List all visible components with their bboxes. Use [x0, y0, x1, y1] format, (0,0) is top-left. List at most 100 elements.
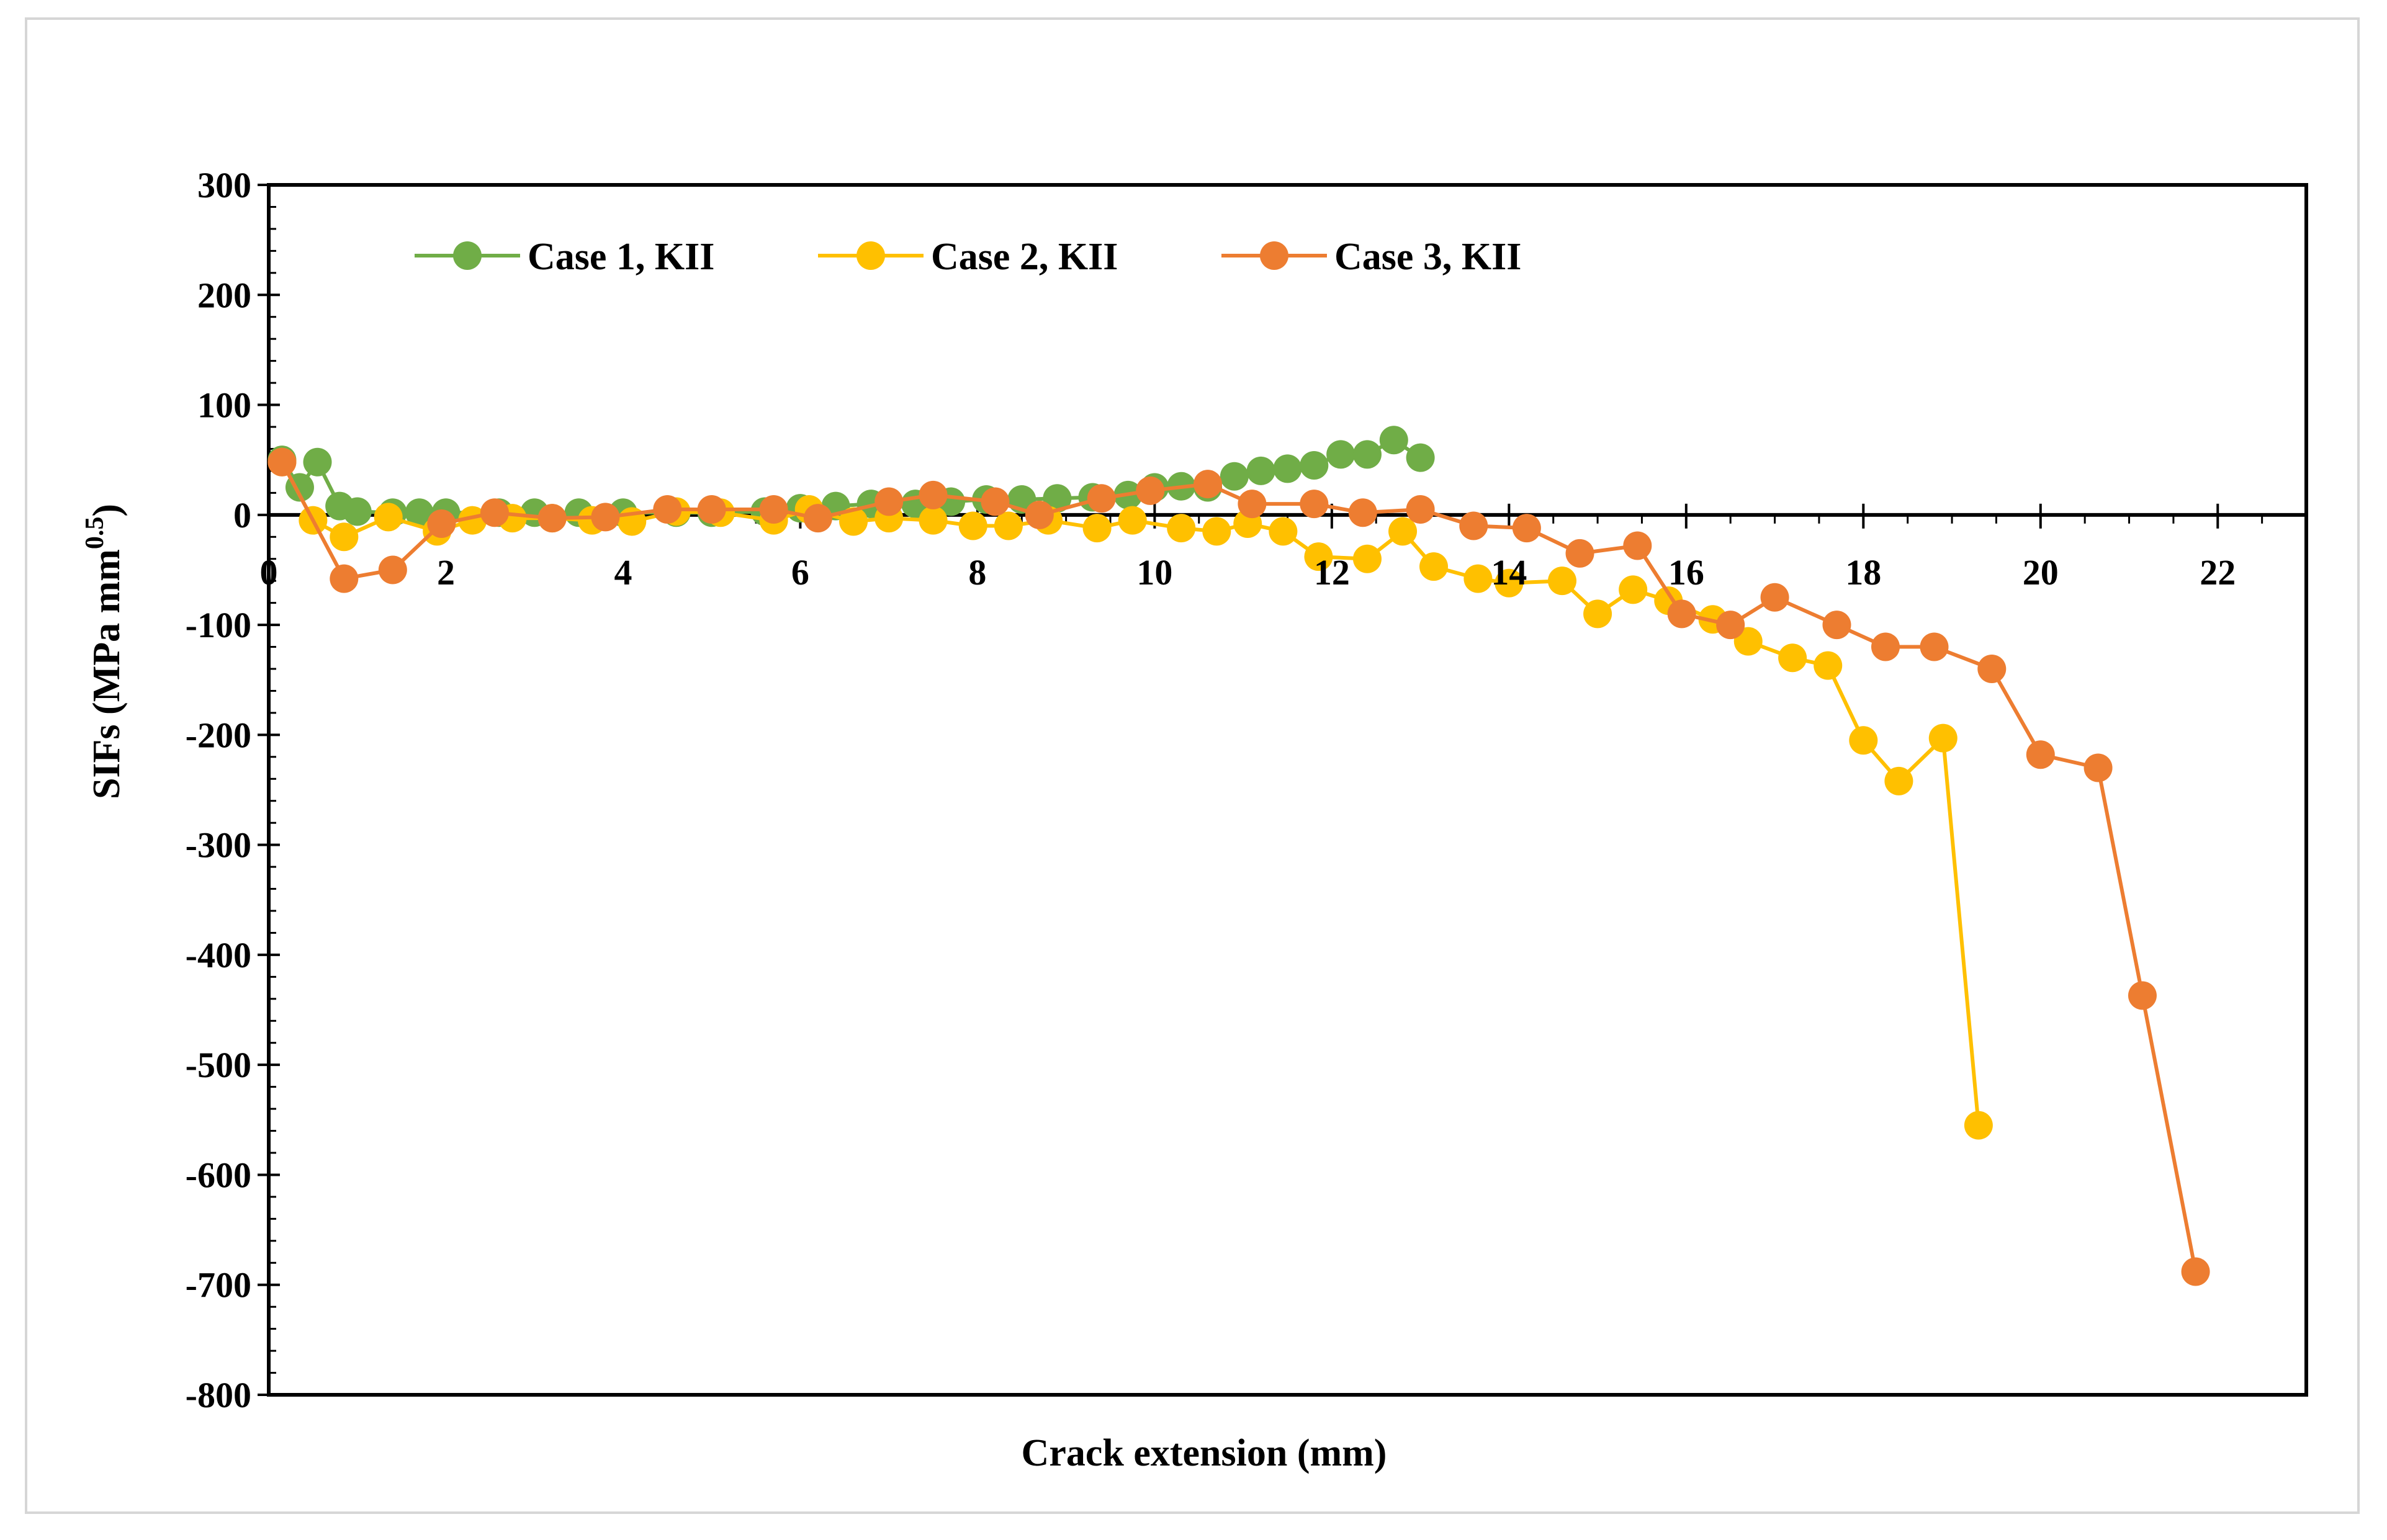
data-point: [994, 511, 1023, 540]
data-point: [1884, 766, 1913, 795]
data-point: [1849, 726, 1878, 755]
data-point: [480, 498, 509, 527]
x-tick-label: 2: [437, 552, 455, 593]
legend-swatch-marker: [856, 241, 885, 270]
data-point: [1300, 490, 1329, 519]
data-point: [2026, 740, 2055, 769]
y-axis-label-sup: 0.5: [81, 517, 109, 550]
y-tick-label: -600: [186, 1155, 251, 1195]
data-point: [1238, 490, 1267, 519]
data-point: [1246, 456, 1275, 485]
y-tick-label: -500: [186, 1045, 251, 1085]
data-point: [919, 480, 948, 509]
x-tick-label: 4: [614, 552, 632, 593]
data-point: [1082, 514, 1112, 543]
y-tick-label: -200: [186, 715, 251, 755]
legend: Case 1, KII Case 2, KII Case 3, KII: [415, 236, 1521, 278]
data-point: [1547, 566, 1576, 596]
data-point: [2181, 1257, 2210, 1286]
data-point: [1459, 511, 1488, 540]
data-point: [1778, 643, 1807, 673]
data-point: [343, 497, 372, 526]
data-point: [1623, 531, 1652, 560]
data-point: [2128, 981, 2157, 1010]
data-point: [1495, 568, 1524, 598]
series-3: [267, 447, 2210, 1286]
data-point: [839, 507, 868, 536]
data-point: [1300, 451, 1329, 480]
axis-ticks: [258, 184, 2308, 1396]
data-point: [803, 504, 832, 533]
data-point: [1352, 440, 1382, 469]
data-point: [1194, 470, 1223, 499]
data-point: [378, 555, 407, 584]
data-point: [427, 509, 456, 538]
data-point: [759, 495, 788, 524]
data-point: [1822, 611, 1851, 640]
data-point: [1136, 476, 1165, 505]
data-point: [1871, 632, 1900, 661]
data-point: [1760, 583, 1789, 612]
legend-item-2: Case 2, KII: [818, 236, 1118, 278]
tick-labels: 3002001000-100-200-300-400-500-600-700-8…: [186, 165, 2236, 1415]
data-point: [1388, 517, 1418, 546]
x-tick-label: 16: [1668, 552, 1704, 593]
data-point: [958, 511, 987, 540]
data-point: [1565, 539, 1594, 568]
data-point: [374, 503, 403, 532]
data-point: [267, 447, 297, 477]
data-point: [2084, 753, 2113, 782]
data-point: [1273, 454, 1302, 483]
data-point: [303, 447, 332, 477]
y-tick-label: -700: [186, 1265, 251, 1305]
data-point: [1619, 575, 1648, 604]
data-point: [1716, 611, 1745, 640]
data-point: [1964, 1111, 1993, 1140]
data-point: [919, 506, 948, 535]
y-tick-label: -800: [186, 1375, 251, 1415]
data-point: [1326, 440, 1355, 469]
data-point: [653, 495, 682, 524]
data-point: [1814, 651, 1843, 680]
data-point: [1220, 462, 1249, 491]
y-axis-label: SIFs (MPa mm0.5): [81, 504, 128, 799]
data-point: [591, 503, 620, 532]
series-layer: [267, 426, 2210, 1286]
y-axis-label-main: SIFs (MPa mm: [86, 549, 128, 799]
x-tick-label: 6: [791, 552, 809, 593]
x-tick-label: 8: [968, 552, 986, 593]
data-point: [697, 495, 726, 524]
data-point: [1118, 506, 1147, 535]
y-tick-label: 200: [197, 275, 251, 315]
x-tick-label: 14: [1491, 552, 1527, 593]
y-tick-label: 0: [233, 495, 251, 535]
data-point: [1583, 599, 1612, 629]
legend-label: Case 1, KII: [528, 236, 714, 278]
data-point: [537, 504, 567, 533]
data-point: [1348, 498, 1377, 527]
data-point: [1087, 484, 1116, 513]
data-point: [458, 506, 487, 535]
series-2: [267, 447, 1993, 1140]
y-tick-label: -400: [186, 935, 251, 975]
x-tick-label: 10: [1136, 552, 1172, 593]
data-point: [1202, 517, 1231, 546]
data-point: [981, 487, 1010, 516]
legend-item-1: Case 1, KII: [415, 236, 714, 278]
y-tick-label: -100: [186, 605, 251, 645]
data-point: [1667, 599, 1696, 629]
data-point: [1406, 495, 1435, 524]
figure-frame: [25, 17, 2360, 1514]
data-point: [1352, 544, 1382, 573]
x-tick-label: 18: [1845, 552, 1881, 593]
y-tick-label: -300: [186, 825, 251, 866]
data-point: [1379, 426, 1408, 455]
data-point: [1419, 552, 1449, 581]
data-point: [1304, 542, 1333, 571]
plot-area-border: [267, 183, 2308, 1397]
data-point: [1406, 443, 1435, 472]
legend-swatch-marker: [453, 241, 482, 270]
y-tick-label: 300: [197, 165, 251, 205]
series-line: [280, 461, 2198, 1273]
